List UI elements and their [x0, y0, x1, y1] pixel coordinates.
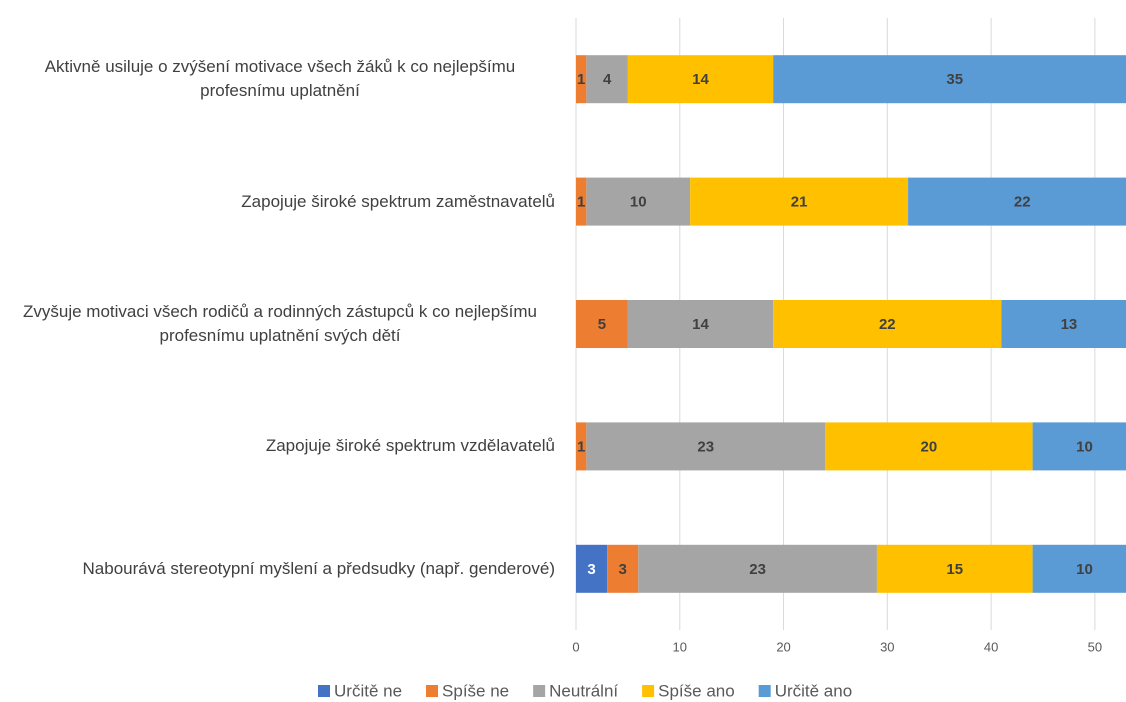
value-label: 1 [577, 438, 585, 455]
y-tick-label-box: Nabourává stereotypní myšlení a předsudk… [83, 529, 555, 609]
bar-segment [1032, 544, 1126, 593]
y-tick-label-box: Zapojuje široké spektrum zaměstnavatelů [241, 162, 555, 242]
x-tick-label: 0 [572, 639, 579, 654]
x-tick-label: 50 [1088, 639, 1102, 654]
value-label: 4 [603, 71, 612, 88]
y-tick-label-box: Zvyšuje motivaci všech rodičů a rodinnýc… [5, 284, 555, 364]
legend-swatch [533, 685, 546, 697]
bar-segment [638, 544, 877, 593]
legend-label: Určitě ne [334, 681, 402, 700]
value-label: 23 [749, 561, 766, 578]
value-label: 14 [692, 316, 709, 333]
y-tick-label-box: Zapojuje široké spektrum vzdělavatelů [266, 406, 555, 486]
value-label: 21 [791, 194, 808, 211]
value-label: 10 [1076, 438, 1093, 455]
y-tick-label: Zapojuje široké spektrum vzdělavatelů [265, 436, 555, 456]
value-label: 1 [577, 194, 585, 211]
bar-segment [576, 55, 587, 104]
bar-segment [690, 177, 909, 226]
value-label: 1 [577, 71, 585, 88]
bar-segment [586, 55, 628, 104]
y-tick-label: Zvyšuje motivaci všech rodičů a rodinnýc… [22, 302, 537, 345]
bar-segment [825, 422, 1033, 471]
legend-swatch [758, 685, 771, 697]
x-tick-label: 20 [776, 639, 790, 654]
legend-label: Spíše ne [442, 681, 509, 700]
value-label: 20 [920, 438, 937, 455]
legend-label: Neutrální [549, 681, 618, 700]
bar-segment [607, 544, 639, 593]
bar-segment [1001, 300, 1126, 348]
value-label: 10 [630, 194, 647, 211]
x-tick-label: 40 [984, 639, 998, 654]
bar-segment [576, 177, 587, 226]
value-label: 23 [697, 438, 714, 455]
y-tick-label-box: Aktivně usiluje o zvýšení motivace všech… [5, 39, 555, 119]
x-tick-label: 10 [673, 639, 687, 654]
y-tick-label: Zapojuje široké spektrum zaměstnavatelů [241, 191, 555, 211]
legend-label: Spíše ano [658, 681, 735, 700]
bar-segment [576, 300, 628, 348]
bar-segment [773, 300, 1002, 348]
legend-swatch [318, 685, 330, 697]
bar-segment [1032, 422, 1126, 471]
y-tick-label: Nabourává stereotypní myšlení a předsudk… [82, 558, 555, 578]
bar-segment [773, 55, 1126, 104]
bar-segment [908, 177, 1126, 226]
y-tick-label: Aktivně usiluje o zvýšení motivace všech… [44, 57, 516, 101]
value-label: 22 [1014, 194, 1031, 211]
bar-segment [627, 300, 774, 348]
legend-swatch [642, 685, 655, 697]
value-label: 3 [619, 561, 627, 578]
value-label: 3 [587, 561, 595, 578]
legend-label: Určitě ano [775, 681, 852, 700]
bar-segment [576, 422, 587, 471]
x-tick-label: 30 [880, 639, 894, 654]
value-label: 15 [946, 561, 963, 578]
value-label: 22 [879, 316, 896, 333]
bar-segment [627, 55, 774, 104]
bar-segment [576, 544, 608, 593]
value-label: 35 [946, 71, 963, 88]
legend-swatch [426, 685, 439, 697]
bar-segment [586, 177, 691, 226]
plot-area: 141435110212205142213123201033231510 [576, 55, 1126, 593]
bar-segment [876, 544, 1033, 593]
value-label: 13 [1061, 316, 1078, 333]
value-label: 5 [598, 316, 606, 333]
bar-segment [586, 422, 826, 471]
value-label: 10 [1076, 561, 1093, 578]
value-label: 14 [692, 71, 709, 88]
